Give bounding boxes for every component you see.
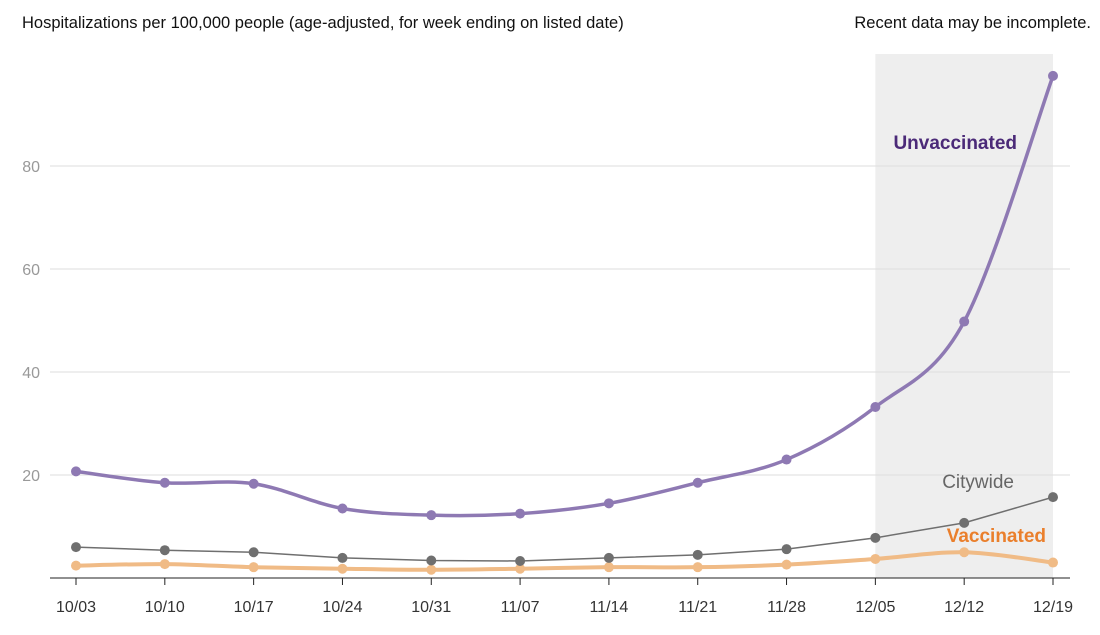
- shaded-region-layer: [875, 54, 1053, 578]
- point-unvaccinated-10-17: [248, 478, 259, 489]
- x-tick-label-12-05: 12/05: [855, 599, 895, 616]
- x-tick-label-11-14: 11/14: [589, 599, 628, 616]
- point-citywide-10-10: [159, 545, 170, 556]
- point-unvaccinated-12-12: [959, 316, 970, 327]
- series-line-vaccinated: [74, 550, 1055, 572]
- y-tick-label-20: 20: [22, 468, 40, 485]
- point-citywide-11-28: [781, 544, 792, 555]
- point-vaccinated-10-31: [426, 564, 437, 575]
- x-tick-label-12-12: 12/12: [944, 599, 984, 616]
- point-citywide-10-03: [71, 542, 81, 553]
- series-citywide: [71, 492, 1058, 567]
- point-unvaccinated-10-31: [426, 510, 437, 521]
- x-tick-label-10-10: 10/10: [145, 599, 185, 616]
- point-citywide-11-14: [603, 552, 614, 563]
- point-vaccinated-10-03: [71, 560, 81, 571]
- point-vaccinated-10-10: [159, 559, 170, 570]
- x-tick-label-12-19: 12/19: [1033, 599, 1073, 616]
- x-tick-label-10-31: 10/31: [411, 599, 451, 616]
- point-unvaccinated-11-14: [603, 498, 614, 509]
- series-vaccinated: [71, 547, 1058, 575]
- series-unvaccinated: [71, 70, 1058, 521]
- point-unvaccinated-10-10: [159, 477, 170, 488]
- point-vaccinated-11-21: [692, 562, 703, 573]
- series-line-citywide: [75, 496, 1054, 562]
- point-vaccinated-10-17: [248, 562, 259, 573]
- grid-layer: 20 40 60 80: [22, 159, 1070, 485]
- point-citywide-11-07: [515, 556, 526, 567]
- point-unvaccinated-10-03: [71, 466, 81, 477]
- point-vaccinated-11-28: [781, 559, 792, 570]
- chart-title: Hospitalizations per 100,000 people (age…: [22, 14, 624, 32]
- point-citywide-12-19: [1048, 492, 1058, 503]
- point-citywide-10-24: [337, 552, 348, 563]
- point-citywide-10-17: [248, 547, 259, 558]
- series-label-vaccinated: Vaccinated: [947, 526, 1046, 547]
- x-tick-label-11-07: 11/07: [501, 599, 540, 616]
- y-tick-label-80: 80: [22, 159, 40, 176]
- point-unvaccinated-11-28: [781, 454, 792, 465]
- x-tick-label-11-21: 11/21: [678, 599, 717, 616]
- y-tick-label-60: 60: [22, 262, 40, 279]
- point-vaccinated-12-12: [959, 547, 970, 558]
- series-label-citywide: Citywide: [942, 472, 1014, 493]
- point-vaccinated-10-24: [337, 563, 348, 574]
- incomplete-data-note: Recent data may be incomplete.: [854, 14, 1091, 32]
- x-tick-label-11-28: 11/28: [767, 599, 806, 616]
- point-citywide-11-21: [692, 549, 703, 560]
- series-layer: [71, 70, 1058, 575]
- y-tick-label-40: 40: [22, 365, 40, 382]
- series-labels: Unvaccinated Citywide Vaccinated: [893, 133, 1046, 547]
- point-citywide-12-05: [870, 532, 881, 543]
- point-unvaccinated-12-19: [1048, 70, 1058, 81]
- point-unvaccinated-10-24: [337, 503, 348, 514]
- point-vaccinated-12-19: [1048, 557, 1058, 568]
- point-vaccinated-11-07: [515, 563, 526, 574]
- x-tick-label-10-03: 10/03: [56, 599, 96, 616]
- point-vaccinated-12-05: [870, 553, 881, 564]
- point-unvaccinated-11-21: [692, 477, 703, 488]
- point-citywide-10-31: [426, 555, 437, 566]
- series-label-unvaccinated: Unvaccinated: [893, 133, 1017, 154]
- point-vaccinated-11-14: [603, 562, 614, 573]
- point-unvaccinated-12-05: [870, 402, 881, 413]
- point-unvaccinated-11-07: [515, 508, 526, 519]
- x-tick-label-10-24: 10/24: [322, 599, 362, 616]
- x-tick-label-10-17: 10/17: [234, 599, 274, 616]
- recent-data-shaded-region: [875, 54, 1053, 578]
- point-citywide-12-12: [959, 517, 970, 528]
- x-axis: 10/03 10/10 10/17 10/24 10/31 11/07 11/14 11/21…: [50, 577, 1073, 616]
